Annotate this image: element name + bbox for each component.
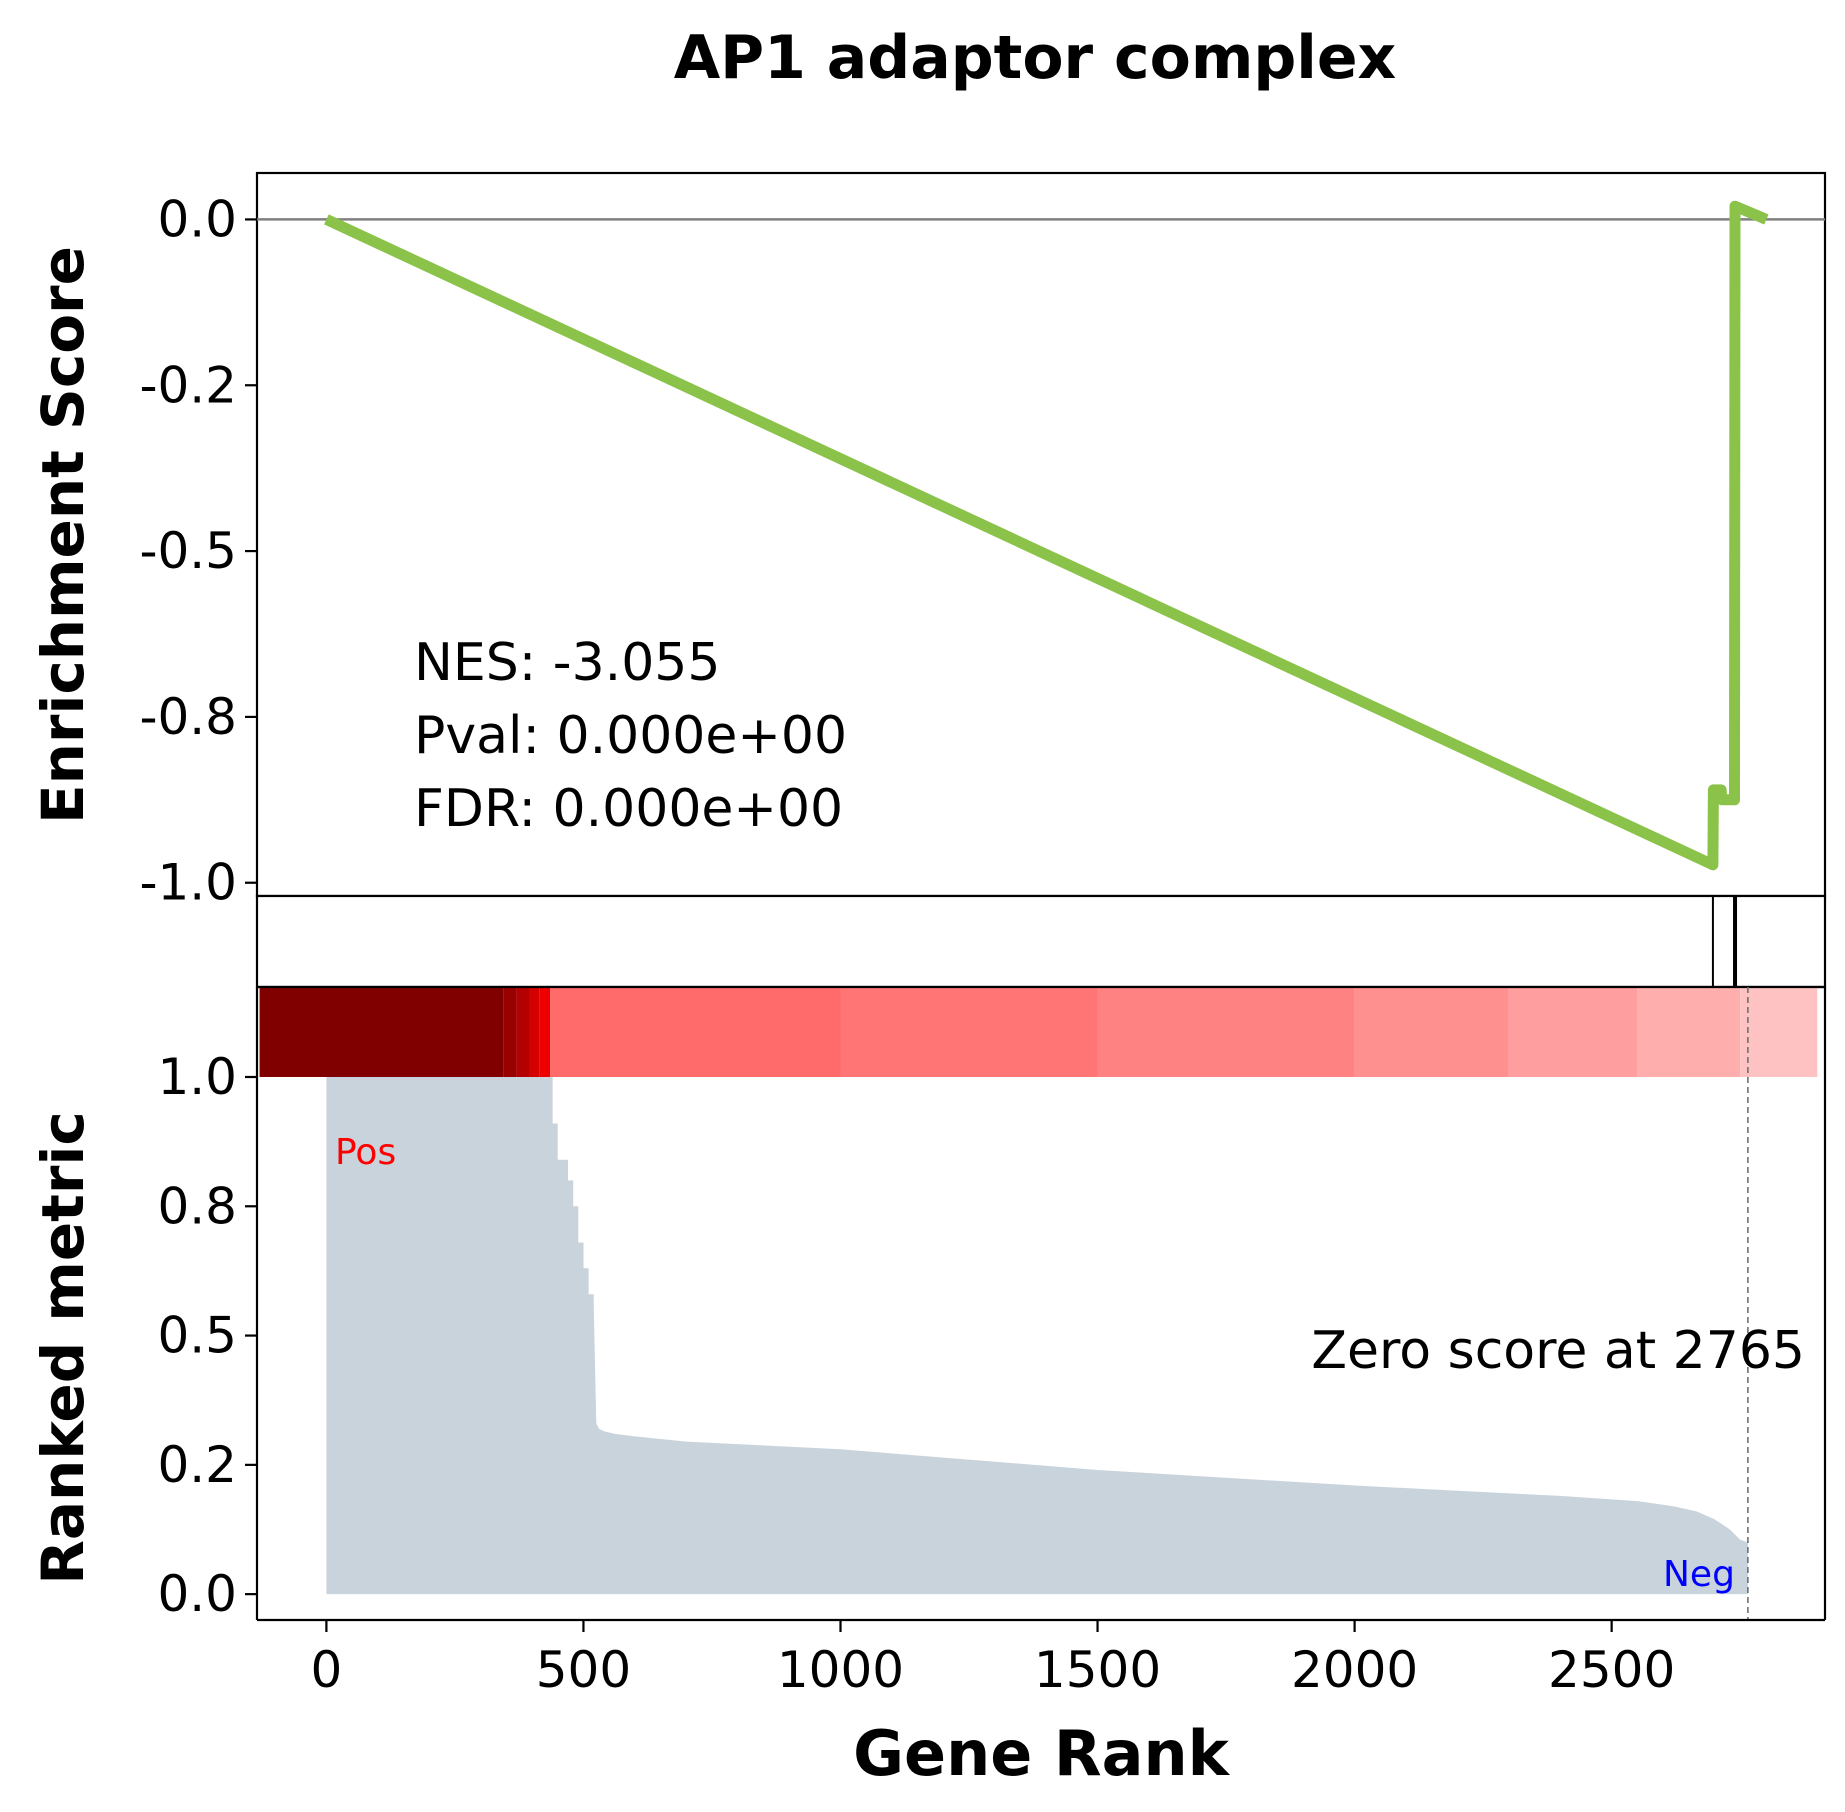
es-ylabel: Enrichment Score	[29, 246, 97, 824]
metric-panel: 0.0 0.2 0.5 0.8 1.0 Pos Neg Zero score at 27…	[29, 987, 1827, 1623]
pval-text: Pval: 0.000e+00	[414, 706, 847, 766]
heatmap-segment	[516, 987, 530, 1077]
hits-panel-frame	[255, 894, 1827, 989]
heatmap-segment	[529, 987, 540, 1077]
metric-yticks: 0.0 0.2 0.5 0.8 1.0	[157, 1048, 257, 1623]
x-tick-label: 1000	[777, 1641, 904, 1699]
es-ytick-label: 0.0	[157, 190, 237, 248]
metric-ytick-label: 0.8	[157, 1177, 237, 1235]
heatmap-segment	[1097, 987, 1355, 1077]
x-tick-label: 1500	[1034, 1641, 1161, 1699]
es-curve	[324, 200, 1769, 871]
rank-heatmap	[259, 987, 1818, 1077]
chart-title: AP1 adaptor complex	[674, 23, 1397, 93]
metric-ytick-label: 0.2	[157, 1436, 237, 1494]
es-ytick-label: -0.2	[139, 356, 237, 414]
heatmap-segment	[1354, 987, 1509, 1077]
heatmap-segment	[539, 987, 551, 1077]
heatmap-segment	[550, 987, 841, 1077]
heatmap-segment	[1740, 987, 1818, 1077]
es-yticks: 0.0 -0.2 -0.5 -0.8 -1.0	[139, 190, 257, 912]
es-ytick-label: -0.5	[139, 522, 237, 580]
es-panel-frame	[255, 171, 1827, 898]
metric-ylabel: Ranked metric	[29, 1111, 97, 1585]
heatmap-segment	[503, 987, 517, 1077]
heatmap-segment	[1508, 987, 1638, 1077]
hits-panel	[255, 894, 1827, 989]
es-panel: 0.0 -0.2 -0.5 -0.8 -1.0 NES: -3.055 Pval: 0.…	[29, 171, 1827, 912]
heatmap-segment	[1637, 987, 1741, 1077]
fdr-text: FDR: 0.000e+00	[414, 779, 843, 839]
x-tick-label: 500	[536, 1641, 631, 1699]
es-ytick-label: -0.8	[139, 688, 237, 746]
heatmap-segment	[840, 987, 1098, 1077]
hit-marks	[1711, 896, 1738, 987]
es-ytick-label: -1.0	[139, 854, 237, 912]
x-ticks: 0 500 1000 1500 2000 2500	[310, 1620, 1675, 1699]
metric-fill	[326, 1077, 1766, 1595]
metric-ytick-label: 0.0	[157, 1565, 237, 1623]
heatmap-segment	[259, 987, 504, 1077]
neg-label: Neg	[1663, 1554, 1735, 1595]
x-tick-label: 2000	[1291, 1641, 1418, 1699]
x-tick-label: 0	[310, 1641, 342, 1699]
x-axis-label: Gene Rank	[853, 1717, 1230, 1790]
zero-score-text: Zero score at 2765	[1311, 1321, 1805, 1381]
metric-ytick-label: 1.0	[157, 1048, 237, 1106]
pos-label: Pos	[335, 1132, 396, 1173]
nes-text: NES: -3.055	[414, 633, 720, 693]
x-tick-label: 2500	[1548, 1641, 1675, 1699]
metric-ytick-label: 0.5	[157, 1307, 237, 1365]
